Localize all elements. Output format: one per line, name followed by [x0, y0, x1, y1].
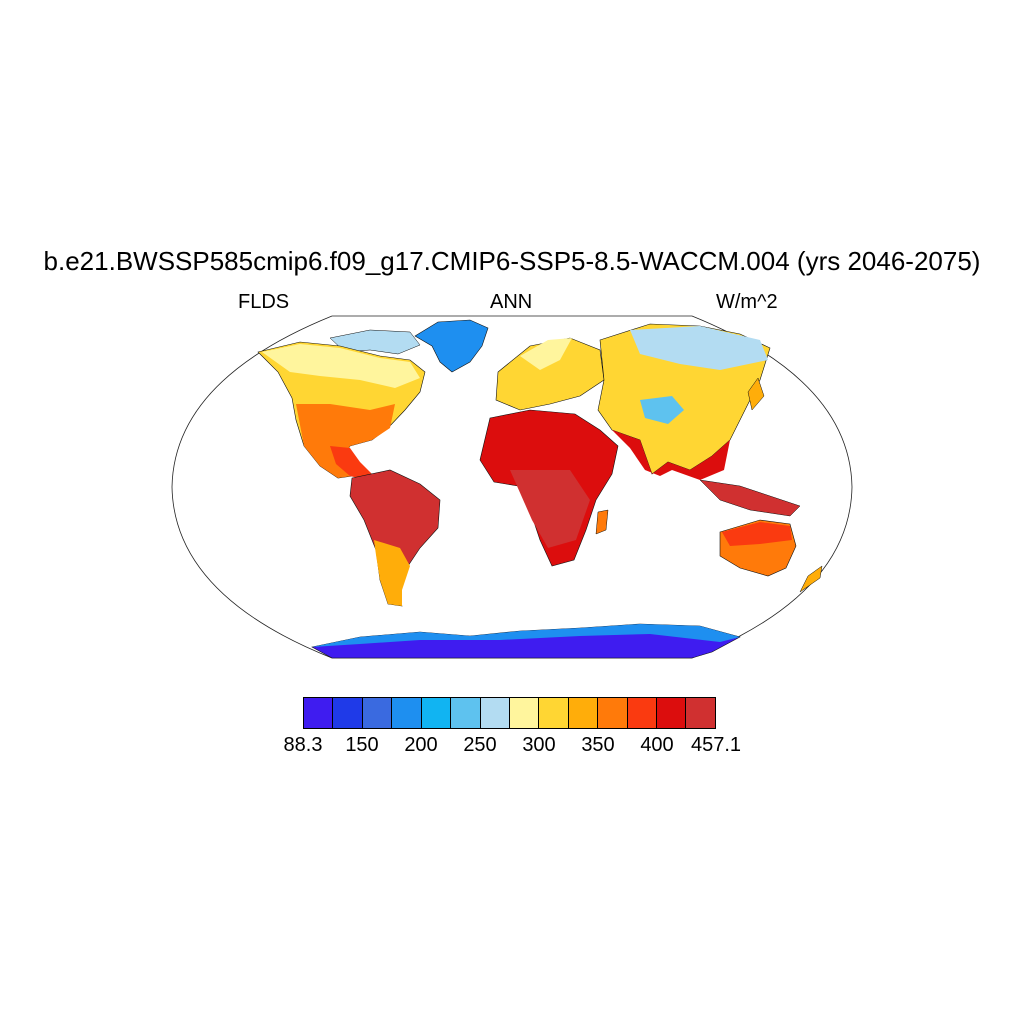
colorbar-label: 300 — [522, 734, 556, 756]
variable-label: FLDS — [238, 291, 290, 313]
australia-north — [722, 522, 792, 546]
colorbar-box-12 — [657, 698, 687, 728]
colorbar-label: 150 — [345, 734, 379, 756]
colorbar-box-0 — [304, 698, 334, 728]
colorbar-box-8 — [539, 698, 569, 728]
colorbar-box-1 — [333, 698, 363, 728]
colorbar-box-3 — [392, 698, 422, 728]
colorbar-label: 457.1 — [690, 734, 742, 756]
japan — [747, 377, 765, 411]
season-label: ANN — [490, 291, 533, 313]
se-asia-islands — [699, 479, 801, 517]
colorbar-box-2 — [362, 698, 393, 728]
north-america-north — [262, 344, 420, 388]
colorbar-box-6 — [480, 698, 510, 728]
colorbar-label: 400 — [640, 734, 674, 756]
colorbar-labels: 88.3 150 200 250 300 350 400 457.1 — [0, 734, 1024, 760]
colorbar-box-13 — [686, 698, 715, 728]
colorbar-label: 200 — [404, 734, 438, 756]
colorbar-box-7 — [509, 698, 540, 728]
africa-center — [510, 470, 590, 548]
colorbar-box-10 — [598, 698, 628, 728]
tibet — [640, 396, 684, 424]
plot-title: b.e21.BWSSP585cmip6.f09_g17.CMIP6-SSP5-8… — [43, 246, 981, 276]
colorbar-box-5 — [451, 698, 481, 728]
colorbar — [303, 697, 716, 729]
colorbar-box-9 — [568, 698, 599, 728]
colorbar-box-11 — [627, 698, 658, 728]
units-label: W/m^2 — [716, 291, 778, 313]
south-asia — [612, 430, 730, 480]
siberia — [630, 326, 768, 370]
colorbar-label: 88.3 — [283, 734, 323, 756]
south-america-south — [374, 540, 410, 606]
central-america — [330, 446, 372, 480]
antarctica-coast — [312, 624, 740, 647]
north-america-south — [296, 404, 395, 478]
greenland — [414, 319, 489, 373]
madagascar — [595, 509, 609, 535]
colorbar-label: 350 — [581, 734, 615, 756]
scandinavia — [520, 338, 572, 370]
colorbar-box-4 — [421, 698, 452, 728]
colorbar-label: 250 — [463, 734, 497, 756]
new-zealand — [799, 565, 823, 593]
